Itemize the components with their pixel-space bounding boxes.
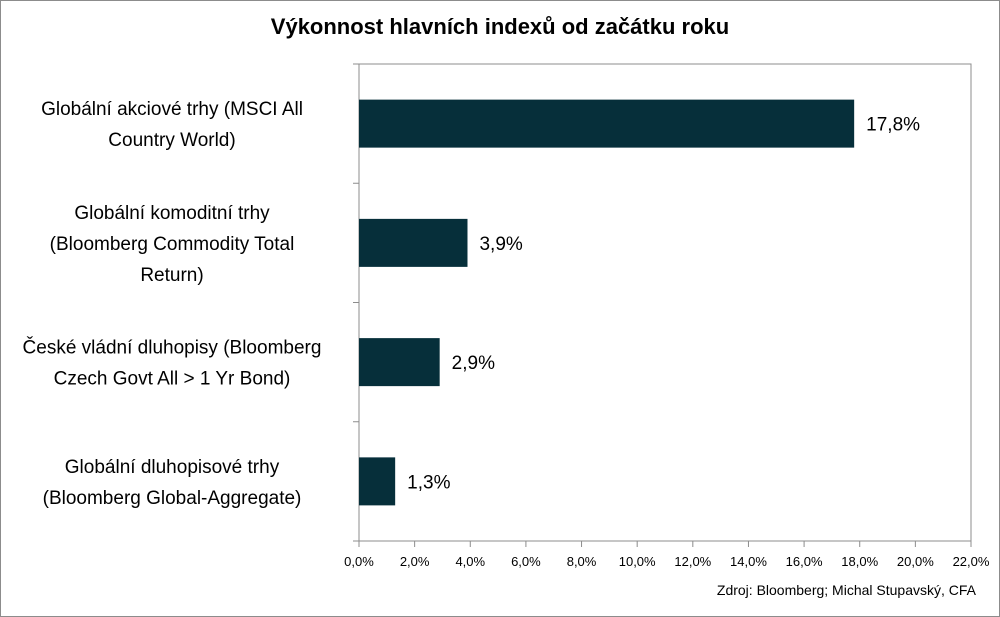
chart-title: Výkonnost hlavních indexů od začátku rok…	[270, 14, 730, 39]
bar	[359, 218, 468, 267]
data-label: 2,9%	[452, 353, 495, 374]
category-label: České vládní dluhopisy (Bloomberg Czech G…	[23, 337, 322, 390]
category-label: Globální dluhopisové trhy (Bloomberg Glob…	[43, 457, 302, 509]
data-label: 17,8%	[866, 115, 920, 136]
x-tick-label: 12,0%	[674, 554, 711, 569]
data-label: 3,9%	[479, 234, 522, 255]
x-tick-label: 6,0%	[511, 554, 541, 569]
x-tick-label: 8,0%	[567, 554, 597, 569]
category-label: Globální akciové trhy (MSCI All Country W…	[41, 99, 303, 151]
x-tick-label: 4,0%	[455, 554, 485, 569]
data-label: 1,3%	[407, 472, 450, 493]
bar	[359, 457, 396, 506]
x-tick-label: 14,0%	[730, 554, 767, 569]
x-tick-label: 0,0%	[344, 554, 374, 569]
source-note: Zdroj: Bloomberg; Michal Stupavský, CFA	[716, 582, 976, 598]
x-tick-label: 22,0%	[953, 554, 990, 569]
x-tick-label: 10,0%	[619, 554, 656, 569]
x-tick-label: 2,0%	[400, 554, 430, 569]
x-tick-label: 18,0%	[841, 554, 878, 569]
x-tick-label: 20,0%	[897, 554, 934, 569]
bar	[359, 338, 440, 387]
bar	[359, 99, 855, 148]
category-label: Globální komoditní trhy (Bloomberg Commod…	[50, 203, 295, 286]
x-tick-label: 16,0%	[786, 554, 823, 569]
